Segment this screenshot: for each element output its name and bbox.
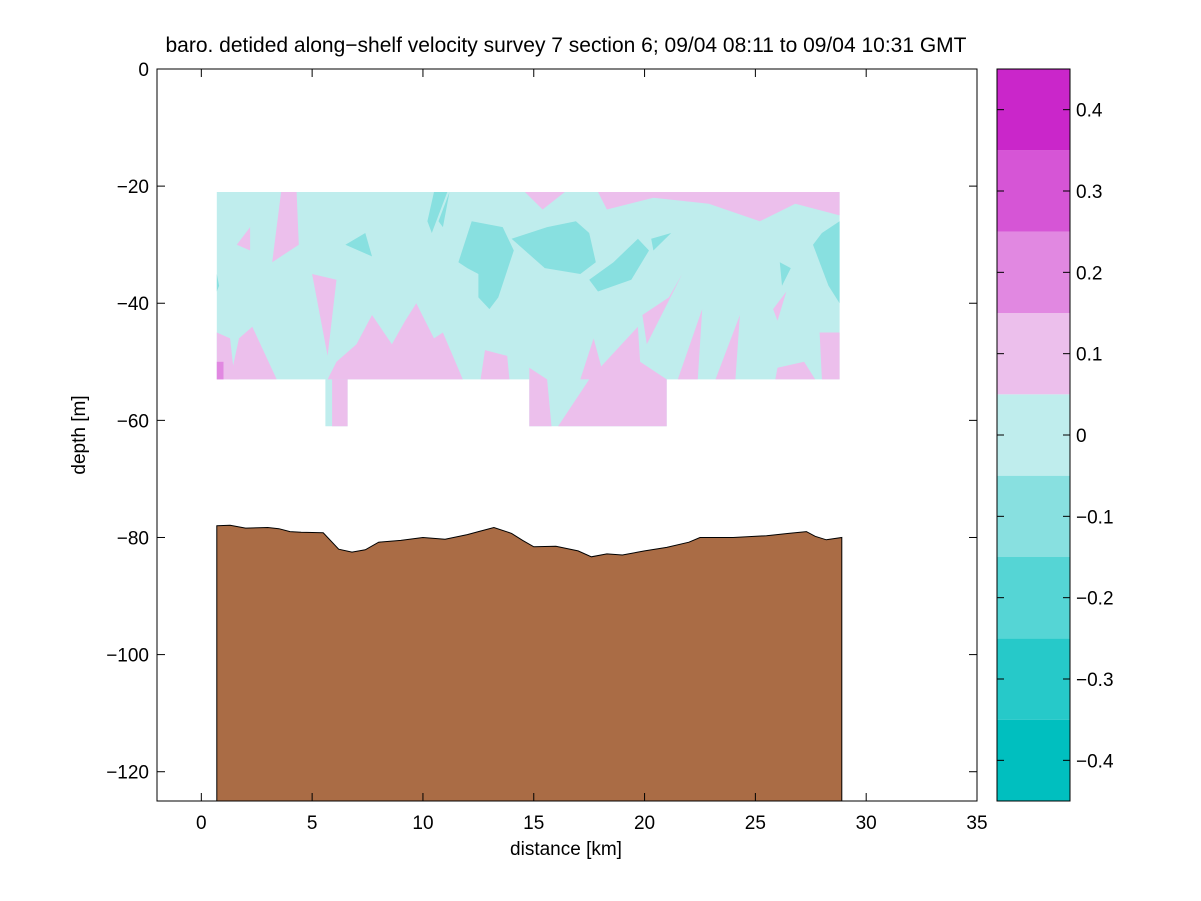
y-tick-label: −100 — [106, 646, 149, 667]
x-tick-label: 15 — [523, 813, 544, 834]
contour-patch-positive-17 — [775, 361, 816, 380]
contour-patch-negative-6 — [345, 233, 372, 257]
contour-patch-positive-5 — [327, 303, 463, 380]
contour-patch-negative-0 — [427, 192, 448, 233]
colorbar-band — [997, 313, 1070, 395]
data-layer — [216, 192, 843, 802]
colorbar-tick-label: 0 — [1076, 426, 1087, 447]
axes-frame — [156, 68, 978, 802]
contour-patch-negative-7 — [813, 221, 840, 304]
colorbar-band — [997, 719, 1070, 801]
contour-patch-negative-5 — [651, 233, 672, 251]
x-tick-label: 0 — [196, 813, 207, 834]
y-ticks: 0 −20 −40 −60 −80 −100 −120 — [106, 60, 977, 784]
x-ticks: 0 5 10 15 20 25 30 35 — [196, 69, 988, 834]
y-axis-label: depth [m] — [69, 395, 90, 474]
x-tick-label: 5 — [307, 813, 318, 834]
contour-patch-positive-3 — [272, 192, 299, 263]
x-tick-label: 30 — [856, 813, 877, 834]
colorbar-tick-label: 0.3 — [1076, 182, 1102, 203]
colorbar-tick-label: 0.2 — [1076, 263, 1102, 284]
colorbar-bands — [997, 69, 1070, 801]
colorbar-tick-label: −0.4 — [1076, 751, 1114, 772]
colorbar-band — [997, 557, 1070, 639]
contour-patch-positive-14 — [677, 309, 703, 380]
colorbar-band — [997, 638, 1070, 720]
seabed — [216, 524, 843, 802]
x-tick-label: 35 — [966, 813, 987, 834]
y-tick-label: −80 — [117, 528, 149, 549]
colorbar: −0.4 −0.3 −0.2 −0.1 0 0.1 0.2 0.3 0.4 — [996, 68, 1114, 802]
contour-patch-positive-11 — [558, 326, 667, 427]
x-tick-label: 10 — [412, 813, 433, 834]
colorbar-tick-label: −0.1 — [1076, 507, 1114, 528]
contour-patch-negative-4 — [589, 238, 649, 292]
y-tick-label: −60 — [117, 411, 149, 432]
x-tick-label: 25 — [745, 813, 766, 834]
contour-patch-positive-16 — [773, 291, 787, 321]
contour-patch-negative-3 — [511, 221, 596, 274]
colorbar-ticks: −0.4 −0.3 −0.2 −0.1 0 0.1 0.2 0.3 0.4 — [997, 101, 1114, 772]
y-tick-label: 0 — [138, 60, 149, 81]
contour-patch-positive-15 — [715, 315, 740, 380]
y-tick-label: −20 — [117, 177, 149, 198]
contour-patch-negative-1 — [438, 192, 450, 228]
chart-title: baro. detided along−shelf velocity surve… — [165, 34, 966, 57]
contour-patch-positive-9 — [598, 192, 840, 222]
y-tick-label: −40 — [117, 294, 149, 315]
colorbar-tick-label: −0.2 — [1076, 589, 1114, 610]
contour-patch-positive-8 — [524, 192, 565, 210]
contour-patch-negative-8 — [216, 274, 220, 292]
contour-patch-positive-2 — [230, 326, 277, 380]
contour-patch-negative-2 — [458, 221, 514, 310]
colorbar-band — [997, 150, 1070, 232]
x-tick-label: 20 — [634, 813, 655, 834]
contour-patch-positive-12 — [580, 338, 605, 380]
colorbar-tick-label: 0.4 — [1076, 101, 1103, 122]
contour-patch-strong-positive-0 — [216, 361, 224, 380]
x-axis-label: distance [km] — [510, 839, 622, 860]
colorbar-tick-label: 0.1 — [1076, 345, 1102, 366]
plot-area: 0 5 10 15 20 25 30 35 0 −20 −40 −60 −80 −100 −120 — [106, 60, 987, 834]
contour-patch-positive-10 — [529, 367, 552, 427]
colorbar-band — [997, 69, 1070, 151]
contour-patch-positive-7 — [480, 350, 510, 380]
contour-patch-positive-6 — [332, 379, 348, 427]
y-tick-label: −120 — [106, 763, 149, 784]
contour-patch-negative-9 — [779, 262, 791, 286]
colorbar-tick-label: −0.3 — [1076, 670, 1114, 691]
contour-patch-positive-19 — [236, 227, 251, 251]
colorbar-band — [997, 475, 1070, 557]
contour-patch-positive-18 — [819, 332, 840, 380]
contour-patch-positive-4 — [312, 274, 337, 356]
colorbar-band — [997, 394, 1070, 476]
contour-patch-positive-13 — [642, 274, 683, 345]
colorbar-band — [997, 231, 1070, 313]
